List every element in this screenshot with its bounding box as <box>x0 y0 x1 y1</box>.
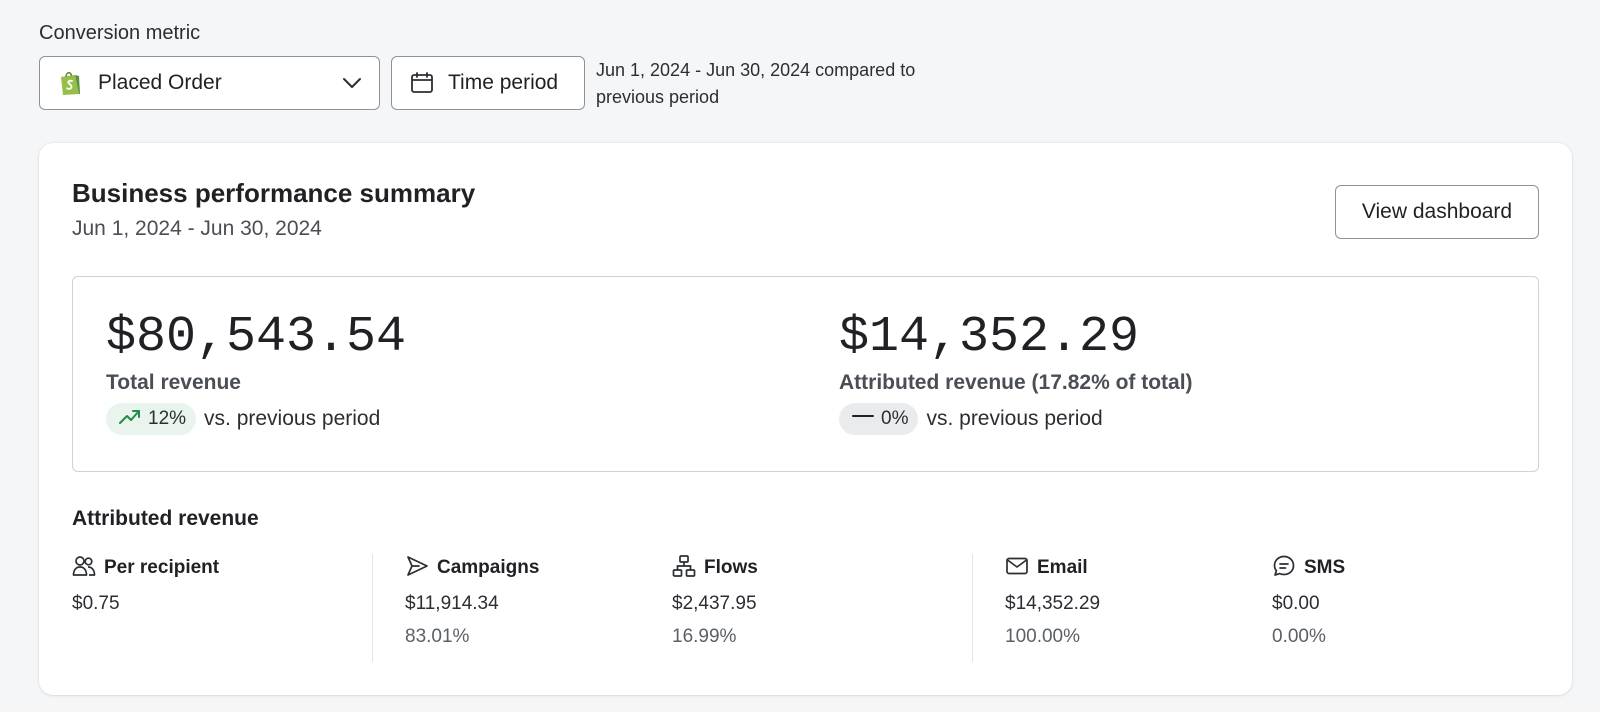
trend-up-icon <box>118 406 148 432</box>
attributed-revenue-value: $14,352.29 <box>839 309 1140 366</box>
stat-per-recipient: Per recipient $0.75 <box>72 554 219 615</box>
stat-name: Flows <box>704 557 758 578</box>
stat-sms: SMS $0.00 0.00% <box>1272 554 1345 648</box>
calendar-icon <box>410 71 434 95</box>
total-revenue-label: Total revenue <box>106 371 241 394</box>
attributed-revenue-section-title: Attributed revenue <box>72 507 259 530</box>
view-dashboard-button[interactable]: View dashboard <box>1335 185 1539 239</box>
stat-percent: 83.01% <box>405 626 470 647</box>
change-badge: 12% <box>106 403 197 435</box>
chevron-down-icon <box>341 72 363 94</box>
total-revenue-value: $80,543.54 <box>106 309 407 366</box>
stat-value: $11,914.34 <box>405 593 499 614</box>
stat-value: $2,437.95 <box>672 593 757 614</box>
attributed-revenue-change: 0% vs. previous period <box>839 403 1193 435</box>
stat-name: Campaigns <box>437 557 540 578</box>
attributed-revenue-stats: Per recipient $0.75 Campaigns $11,914.34 <box>39 554 1572 664</box>
flow-tree-icon <box>672 554 704 583</box>
chat-bubble-icon <box>1272 554 1304 583</box>
time-period-button[interactable]: Time period <box>391 56 585 110</box>
stat-percent: 0.00% <box>1272 626 1326 647</box>
card-subtitle: Jun 1, 2024 - Jun 30, 2024 <box>72 217 322 240</box>
total-revenue-kpi: $80,543.54 Total revenue 12% vs. previou… <box>106 309 406 435</box>
vs-previous-text: vs. previous period <box>204 407 381 430</box>
conversion-metric-label: Conversion metric <box>39 22 201 44</box>
users-icon <box>72 554 104 583</box>
stat-email: Email $14,352.29 100.00% <box>1005 554 1100 648</box>
conversion-metric-select[interactable]: Placed Order <box>39 56 380 110</box>
change-badge: 0% <box>839 403 919 435</box>
stat-flows: Flows $2,437.95 16.99% <box>672 554 758 648</box>
time-period-label: Time period <box>448 71 559 94</box>
business-performance-card: Business performance summary Jun 1, 2024… <box>39 143 1572 695</box>
revenue-summary-box: $80,543.54 Total revenue 12% vs. previou… <box>72 276 1539 472</box>
dash-icon <box>851 406 881 432</box>
stat-campaigns: Campaigns $11,914.34 83.01% <box>405 554 539 648</box>
stat-name: Email <box>1037 557 1088 578</box>
stat-percent: 100.00% <box>1005 626 1081 647</box>
total-revenue-change: 12% vs. previous period <box>106 403 406 435</box>
divider <box>372 554 373 662</box>
change-percent: 12% <box>148 408 187 429</box>
stat-percent: 16.99% <box>672 626 737 647</box>
stat-name: SMS <box>1304 557 1346 578</box>
attributed-revenue-label: Attributed revenue (17.82% of total) <box>839 371 1193 394</box>
stat-name: Per recipient <box>104 557 220 578</box>
divider <box>972 554 973 662</box>
conversion-metric-value: Placed Order <box>98 71 222 94</box>
send-icon <box>405 554 437 583</box>
attributed-revenue-kpi: $14,352.29 Attributed revenue (17.82% of… <box>839 309 1193 435</box>
stat-value: $0.00 <box>1272 593 1320 614</box>
change-percent: 0% <box>881 408 909 429</box>
envelope-icon <box>1005 554 1037 583</box>
vs-previous-text: vs. previous period <box>926 407 1103 430</box>
shopify-bag-icon <box>58 70 82 96</box>
stat-value: $0.75 <box>72 593 120 614</box>
date-range-text: Jun 1, 2024 - Jun 30, 2024 compared to p… <box>596 60 916 107</box>
stat-value: $14,352.29 <box>1005 593 1101 614</box>
card-title: Business performance summary <box>72 178 476 208</box>
